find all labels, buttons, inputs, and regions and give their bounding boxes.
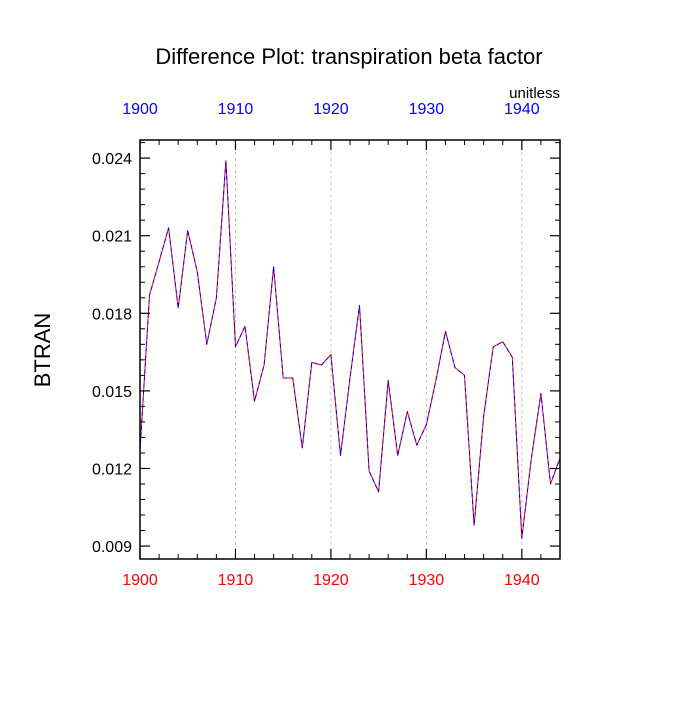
x-tick-label-top: 1930 (409, 101, 445, 118)
series-layer (139, 160, 561, 539)
y-tick-label: 0.024 (92, 151, 132, 168)
axis-layer: 1900 1900 1910 1910 1920 1920 1930 1930 1940 1940… (92, 101, 561, 589)
y-tick-label: 0.018 (92, 306, 132, 323)
x-tick-label-bottom: 1940 (504, 572, 540, 589)
y-tick-label: 0.009 (92, 539, 132, 556)
x-tick-label-bottom: 1920 (313, 572, 349, 589)
x-tick-label-bottom: 1900 (122, 572, 158, 589)
series-line-base (139, 160, 561, 539)
y-tick-label: 0.015 (92, 384, 132, 401)
y-tick-label: 0.012 (92, 461, 132, 478)
y-axis-label: BTRAN (30, 313, 55, 388)
units-label: unitless (509, 85, 560, 102)
x-tick-label-top: 1940 (504, 101, 540, 118)
x-tick-label-top: 1900 (122, 101, 158, 118)
x-tick-label-bottom: 1910 (218, 572, 254, 589)
y-tick-label: 0.021 (92, 229, 132, 246)
x-tick-label-top: 1910 (218, 101, 254, 118)
plot-frame (139, 139, 561, 560)
series-line (139, 160, 561, 539)
x-tick-label-top: 1920 (313, 101, 349, 118)
x-tick-label-bottom: 1930 (409, 572, 445, 589)
chart-title: Difference Plot: transpiration beta fact… (155, 44, 542, 69)
grid-layer (235, 140, 523, 559)
